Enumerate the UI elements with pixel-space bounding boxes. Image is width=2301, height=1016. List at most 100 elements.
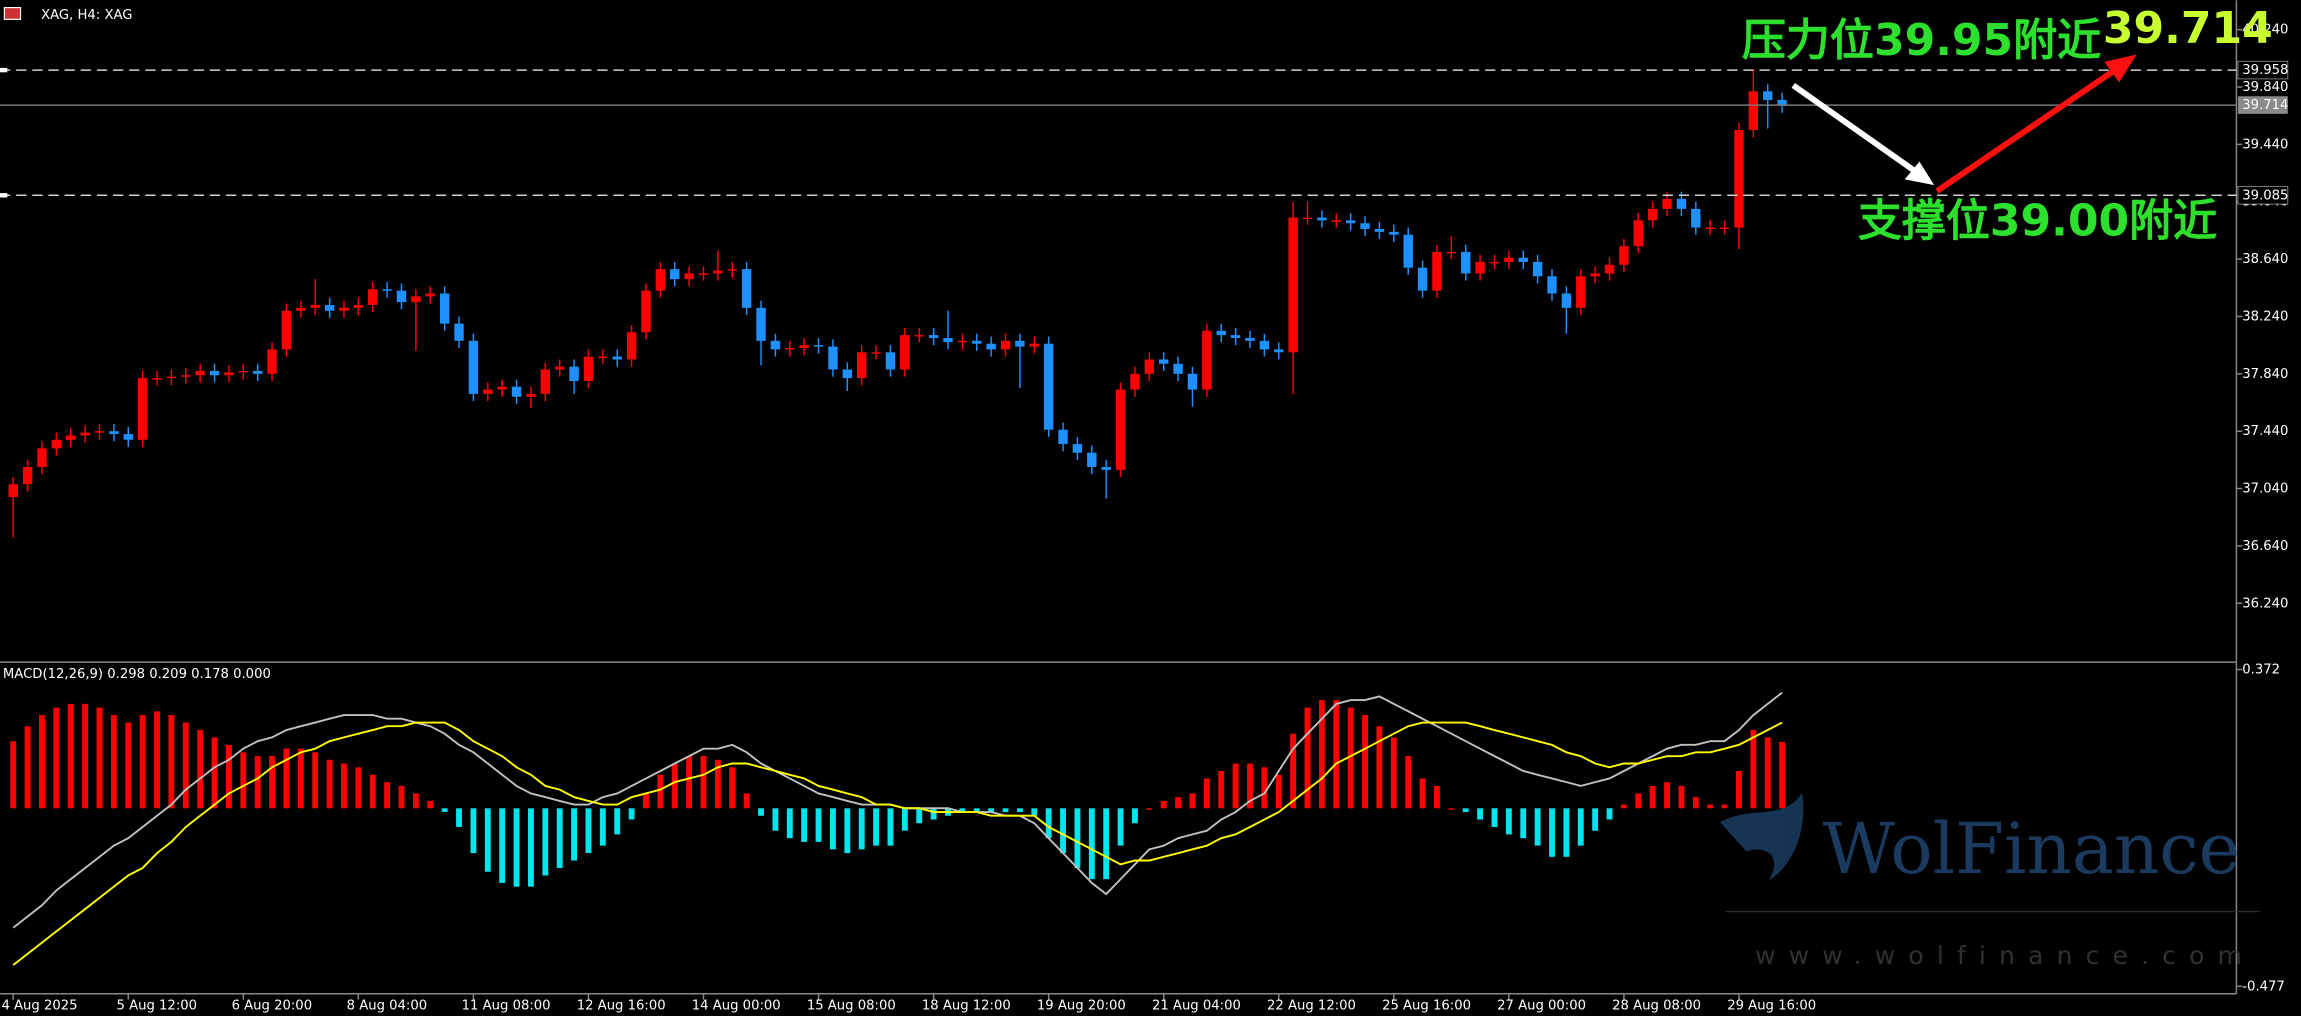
candle-body	[224, 372, 234, 376]
level-label: 39.085	[2242, 188, 2288, 203]
histogram-bar	[700, 756, 707, 809]
candle-body	[900, 335, 910, 370]
candle-body	[554, 366, 565, 370]
candle-body	[857, 352, 867, 379]
candle-body	[1676, 198, 1687, 209]
histogram-bar	[240, 752, 247, 809]
level-label-box	[2237, 60, 2289, 80]
candle-body	[684, 273, 694, 280]
histogram-bar	[1692, 797, 1699, 809]
candle-body	[497, 386, 507, 390]
candle-body	[1547, 276, 1557, 294]
y-tick-label: 37.440	[2242, 424, 2288, 439]
candle-body	[670, 269, 680, 280]
x-tick-label: 27 Aug 00:00	[1497, 998, 1586, 1013]
y-tick-label: 36.240	[2242, 596, 2288, 611]
histogram-bar	[211, 737, 218, 809]
x-tick-label: 29 Aug 16:00	[1727, 998, 1816, 1013]
price-annotation: 39.714	[2103, 3, 2273, 54]
histogram-bar	[657, 774, 664, 809]
histogram-bar	[1606, 808, 1613, 820]
x-tick-label: 22 Aug 12:00	[1267, 998, 1356, 1013]
current-price-label: 39.714	[2242, 98, 2288, 113]
candle-body	[1029, 343, 1039, 347]
histogram-bar	[182, 722, 189, 809]
candle-body	[238, 370, 249, 373]
histogram-bar	[326, 759, 333, 809]
x-tick-label: 5 Aug 12:00	[117, 998, 198, 1013]
histogram-bar	[959, 808, 966, 813]
histogram-bar	[729, 767, 736, 809]
histogram-bar	[1304, 707, 1311, 809]
candle-body	[209, 370, 220, 376]
histogram-bar	[1736, 771, 1742, 809]
candle-body	[80, 432, 90, 436]
candle-body	[1489, 261, 1500, 264]
x-tick-label: 12 Aug 16:00	[577, 998, 666, 1013]
candle-body	[1130, 373, 1140, 390]
histogram-bar	[1549, 808, 1555, 857]
candle-body	[8, 484, 18, 498]
histogram-bar	[973, 808, 980, 813]
histogram-bar	[168, 715, 175, 809]
candle-body	[842, 369, 853, 379]
histogram-bar	[1074, 808, 1081, 869]
candle-body	[1087, 452, 1097, 468]
candle-body	[1274, 349, 1284, 353]
histogram-bar	[556, 808, 563, 869]
candle-body	[137, 378, 148, 440]
histogram-bar	[1103, 808, 1110, 880]
histogram-bar	[484, 808, 491, 872]
candle-body	[483, 389, 493, 394]
histogram-bar	[1707, 804, 1714, 809]
candle-body	[310, 304, 320, 308]
candle-body	[1115, 389, 1126, 470]
y-tick-label: 40.240	[2242, 23, 2288, 38]
histogram-bar	[398, 785, 405, 809]
candle-body	[1446, 251, 1457, 254]
histogram-bar	[254, 756, 261, 809]
histogram-bar	[1635, 793, 1642, 809]
candle-body	[1619, 246, 1629, 265]
candle-body	[698, 273, 709, 275]
candle-body	[1360, 223, 1370, 229]
histogram-bar	[1520, 808, 1527, 839]
candle-body	[1331, 220, 1341, 222]
candle-body	[1187, 373, 1198, 390]
x-tick-label: 6 Aug 20:00	[232, 998, 313, 1013]
watermark-logo	[1719, 792, 1804, 881]
histogram-bar	[1477, 808, 1484, 820]
histogram-bar	[384, 782, 391, 809]
candle-body	[1072, 444, 1083, 453]
candle-body	[1015, 340, 1025, 347]
candle-body	[1259, 340, 1270, 350]
candle-body	[1748, 91, 1759, 131]
histogram-bar	[96, 707, 103, 809]
histogram-bar	[714, 759, 721, 809]
chart-title: XAG, H4: XAG	[41, 8, 132, 23]
candle-body	[1705, 227, 1715, 230]
candle-body	[1216, 330, 1226, 336]
histogram-bar	[283, 748, 290, 809]
x-tick-label: 19 Aug 20:00	[1037, 998, 1126, 1013]
candle-body	[511, 386, 522, 397]
histogram-bar	[1376, 726, 1383, 809]
candle-body	[756, 307, 766, 341]
histogram-bar	[39, 715, 45, 809]
candle-body	[1389, 231, 1399, 235]
histogram-bar	[844, 808, 851, 854]
x-tick-label: 18 Aug 12:00	[922, 998, 1011, 1013]
support-annotation: 支撑位39.00附近	[1858, 195, 2217, 246]
candle-body	[986, 343, 996, 350]
candle-body	[1734, 130, 1744, 228]
histogram-bar	[815, 808, 822, 842]
histogram-bar	[1203, 778, 1210, 809]
histogram-bar	[1160, 800, 1167, 809]
candle-body	[1302, 217, 1313, 219]
y-tick-label: 36.640	[2242, 539, 2288, 554]
indicator-title: MACD(12,26,9) 0.298 0.209 0.178 0.000	[3, 667, 271, 682]
candle-body	[425, 293, 435, 297]
histogram-bar	[643, 793, 649, 809]
